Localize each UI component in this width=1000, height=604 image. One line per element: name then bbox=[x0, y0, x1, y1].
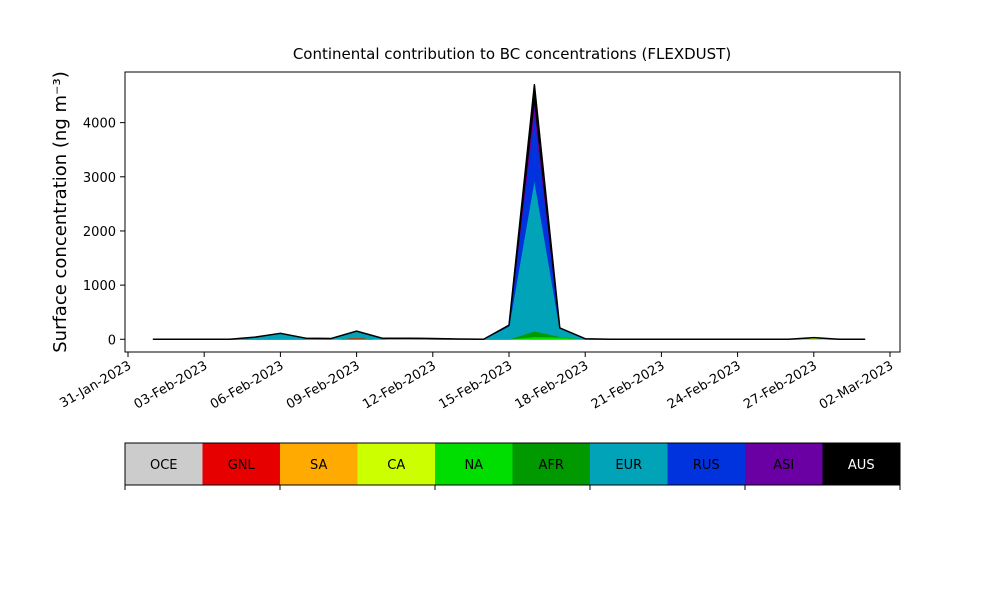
x-tick-label: 31-Jan-2023 bbox=[57, 358, 134, 411]
area bbox=[152, 97, 865, 340]
y-axis-label: Surface concentration (ng m⁻³) bbox=[50, 71, 71, 353]
area bbox=[152, 179, 865, 340]
legend-label: AFR bbox=[539, 458, 564, 473]
area bbox=[152, 83, 866, 341]
legend-label: SA bbox=[310, 458, 327, 473]
x-tick-label: 09-Feb-2023 bbox=[284, 358, 363, 412]
plot-frame bbox=[124, 71, 901, 353]
legend-frame bbox=[124, 442, 901, 486]
y-tick-label: 1000 bbox=[83, 279, 116, 294]
legend-swatch bbox=[822, 443, 900, 485]
legend-swatch bbox=[667, 443, 745, 485]
y-tick-label: 0 bbox=[108, 333, 116, 348]
x-tick-label: 06-Feb-2023 bbox=[208, 358, 287, 412]
legend-label: EUR bbox=[615, 458, 642, 473]
legend-swatch bbox=[512, 443, 590, 485]
legend-swatch bbox=[125, 443, 203, 485]
x-tick-label: 18-Feb-2023 bbox=[513, 358, 592, 412]
legend-label: AUS bbox=[848, 458, 875, 473]
legend-swatch bbox=[280, 443, 358, 485]
x-tick-label: 24-Feb-2023 bbox=[665, 358, 744, 412]
legend-label: NA bbox=[464, 458, 483, 473]
legend-swatch bbox=[590, 443, 668, 485]
legend-swatch bbox=[745, 443, 823, 485]
legend-label: OCE bbox=[150, 458, 178, 473]
x-tick-label: 21-Feb-2023 bbox=[589, 358, 668, 412]
legend-ticks bbox=[124, 485, 901, 490]
x-tick-label: 15-Feb-2023 bbox=[436, 358, 515, 412]
legend-swatch bbox=[435, 443, 513, 485]
x-tick-label: 03-Feb-2023 bbox=[132, 358, 211, 412]
y-tick-label: 4000 bbox=[83, 117, 116, 132]
y-tick-label: 2000 bbox=[83, 225, 116, 240]
x-tick-label: 27-Feb-2023 bbox=[741, 358, 820, 412]
y-tick-label: 3000 bbox=[83, 171, 116, 186]
area bbox=[152, 114, 865, 340]
legend-label: GNL bbox=[228, 458, 256, 473]
legend-label: ASI bbox=[773, 458, 794, 473]
legend-label: RUS bbox=[693, 458, 720, 473]
legend-swatch bbox=[202, 443, 280, 485]
x-tick-label: 02-Mar-2023 bbox=[817, 358, 896, 412]
legend-swatch bbox=[357, 443, 435, 485]
legend-label: CA bbox=[387, 458, 405, 473]
x-tick-label: 12-Feb-2023 bbox=[360, 358, 439, 412]
chart-title: Continental contribution to BC concentra… bbox=[293, 45, 731, 63]
